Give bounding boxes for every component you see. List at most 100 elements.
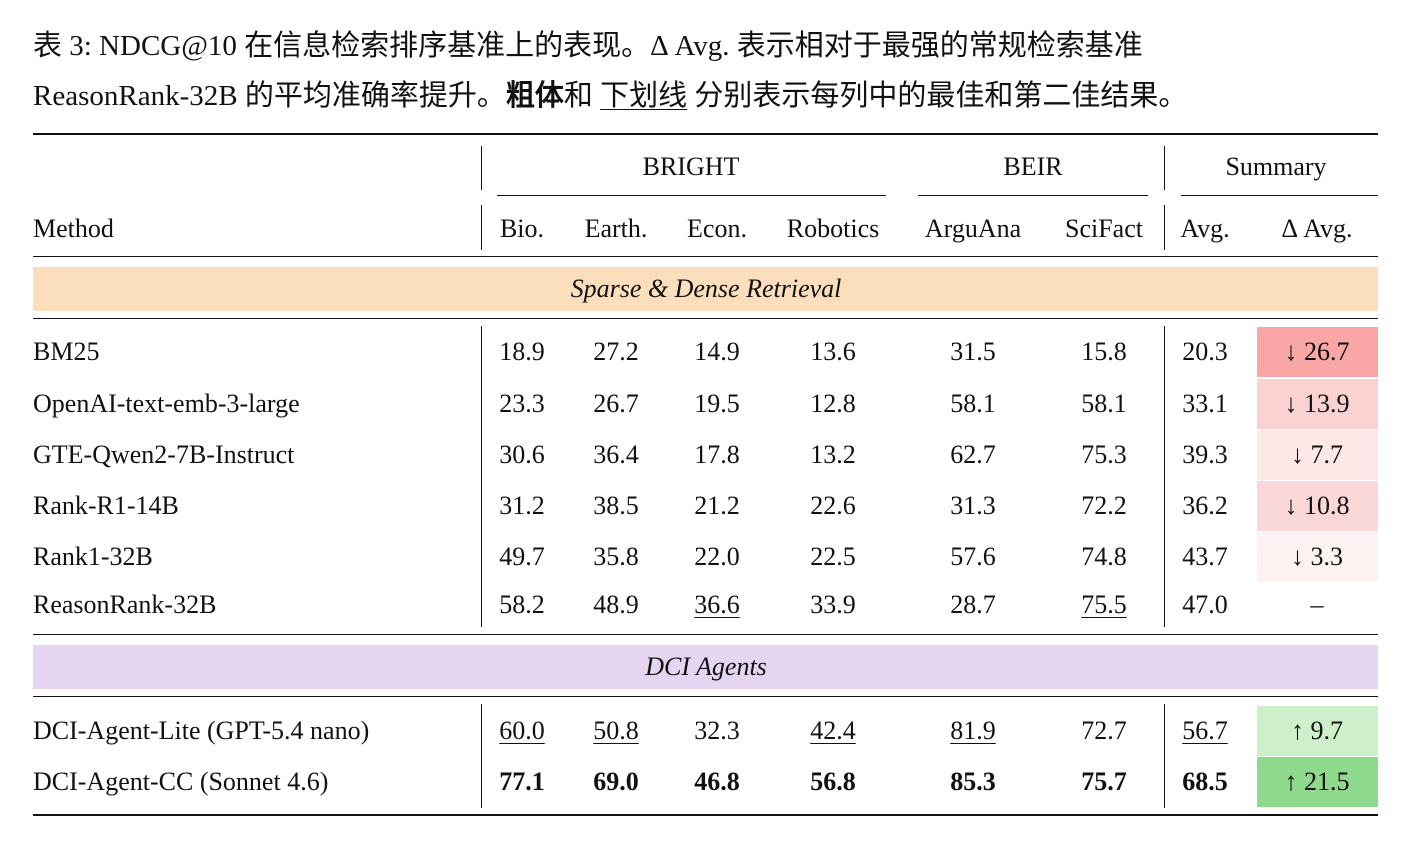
method-name: GTE-Qwen2-7B-Instruct <box>33 440 295 469</box>
vertical-rule <box>481 146 482 190</box>
section-title: DCI Agents <box>645 652 767 681</box>
table-cell: 31.3 <box>950 491 996 520</box>
table-cell: 31.5 <box>950 337 996 366</box>
column-header: Econ. <box>687 214 747 243</box>
method-name: BM25 <box>33 337 100 366</box>
table-cell: 12.8 <box>810 389 856 418</box>
caption-text: 和 <box>563 80 593 112</box>
column-header: Method <box>33 214 114 243</box>
table-cell: 15.8 <box>1081 337 1127 366</box>
caption-text: ReasonRank-32B 的平均准确率提升。 <box>33 80 506 112</box>
table-cell: 72.7 <box>1081 716 1127 745</box>
table-cell: 50.8 <box>593 716 639 745</box>
group-header: Summary <box>1225 152 1327 181</box>
vertical-rule <box>481 326 482 627</box>
method-name: Rank-R1-14B <box>33 491 179 520</box>
table-cell: 31.2 <box>499 491 545 520</box>
top-rule <box>33 133 1378 135</box>
table-cell: 56.8 <box>810 767 856 796</box>
table-cell: 13.6 <box>810 337 856 366</box>
table-cell: 60.0 <box>499 716 545 745</box>
table-cell: 21.2 <box>694 491 740 520</box>
method-name: Rank1-32B <box>33 542 153 571</box>
caption-underline: 下划线 <box>600 80 688 112</box>
delta-highlight <box>1257 532 1378 582</box>
table-cell: – <box>1310 590 1324 619</box>
table-cell: 75.7 <box>1081 767 1127 796</box>
method-name: OpenAI-text-emb-3-large <box>33 389 300 418</box>
table-cell: 62.7 <box>950 440 996 469</box>
caption-bold: 粗体 <box>505 80 564 112</box>
group-rule <box>918 195 1148 196</box>
group-header: BRIGHT <box>642 152 740 181</box>
table-cell: 47.0 <box>1182 590 1228 619</box>
delta-highlight <box>1257 706 1378 756</box>
delta-highlight <box>1257 327 1378 377</box>
group-rule <box>497 195 886 196</box>
section-rule <box>33 696 1378 697</box>
table-cell: 39.3 <box>1182 440 1228 469</box>
method-name: DCI-Agent-Lite (GPT-5.4 nano) <box>33 716 370 745</box>
table-cell: 46.8 <box>694 767 740 796</box>
table-cell: 33.9 <box>810 590 856 619</box>
table-cell: 74.8 <box>1081 542 1127 571</box>
method-name: ReasonRank-32B <box>33 590 217 619</box>
table-cell: 57.6 <box>950 542 996 571</box>
table-cell: 75.3 <box>1081 440 1127 469</box>
table-cell: 43.7 <box>1182 542 1228 571</box>
section-rule <box>33 634 1378 635</box>
section-band <box>33 645 1378 689</box>
table-cell: 69.0 <box>593 767 639 796</box>
header-rule <box>33 256 1378 257</box>
method-name: DCI-Agent-CC (Sonnet 4.6) <box>33 767 329 796</box>
table-cell: 20.3 <box>1182 337 1228 366</box>
column-header: SciFact <box>1065 214 1143 243</box>
column-header: Robotics <box>786 214 880 243</box>
table-cell: 22.6 <box>810 491 856 520</box>
table-cell: 27.2 <box>593 337 639 366</box>
table-cell: 58.1 <box>1081 389 1127 418</box>
table-cell: 32.3 <box>694 716 740 745</box>
table-cell: 58.2 <box>499 590 545 619</box>
table-cell: 28.7 <box>950 590 996 619</box>
column-header: Avg. <box>1180 214 1230 243</box>
table-cell: 36.4 <box>593 440 639 469</box>
table-cell: 42.4 <box>810 716 856 745</box>
vertical-rule <box>1164 704 1165 808</box>
table-cell: 48.9 <box>593 590 639 619</box>
table-cell: 22.0 <box>694 542 740 571</box>
delta-highlight <box>1257 379 1378 429</box>
table-cell: 33.1 <box>1182 389 1228 418</box>
section-title: Sparse & Dense Retrieval <box>570 274 842 303</box>
vertical-rule <box>481 704 482 808</box>
caption-line: ReasonRank-32B 的平均准确率提升。粗体和 下划线 分别表示每列中的… <box>33 72 1187 114</box>
table-cell: 30.6 <box>499 440 545 469</box>
table-cell: ↓ 7.7 <box>1291 440 1343 469</box>
caption-text: 分别表示每列中的最佳和第二佳结果。 <box>694 80 1188 112</box>
vertical-rule <box>1164 326 1165 627</box>
table-cell: 77.1 <box>499 767 545 796</box>
section-band <box>33 267 1378 311</box>
table-cell: ↑ 21.5 <box>1284 767 1350 796</box>
table-cell: 26.7 <box>593 389 639 418</box>
group-rule <box>1181 195 1378 196</box>
table-cell: 13.2 <box>810 440 856 469</box>
table-cell: 49.7 <box>499 542 545 571</box>
table-cell: ↓ 13.9 <box>1284 389 1350 418</box>
table-cell: ↓ 3.3 <box>1291 542 1343 571</box>
table-cell: 36.6 <box>694 590 740 619</box>
column-header: Earth. <box>584 214 648 243</box>
delta-highlight <box>1257 757 1378 807</box>
vertical-rule <box>1164 205 1165 250</box>
table-cell: 22.5 <box>810 542 856 571</box>
table-cell: 72.2 <box>1081 491 1127 520</box>
column-header: Bio. <box>499 214 545 243</box>
table-cell: ↓ 10.8 <box>1284 491 1350 520</box>
table-cell: 19.5 <box>694 389 740 418</box>
table-cell: ↓ 26.7 <box>1284 337 1350 366</box>
table-cell: 56.7 <box>1182 716 1228 745</box>
delta-highlight <box>1257 430 1378 480</box>
delta-highlight <box>1257 481 1378 531</box>
vertical-rule <box>481 205 482 250</box>
table-cell: 14.9 <box>694 337 740 366</box>
